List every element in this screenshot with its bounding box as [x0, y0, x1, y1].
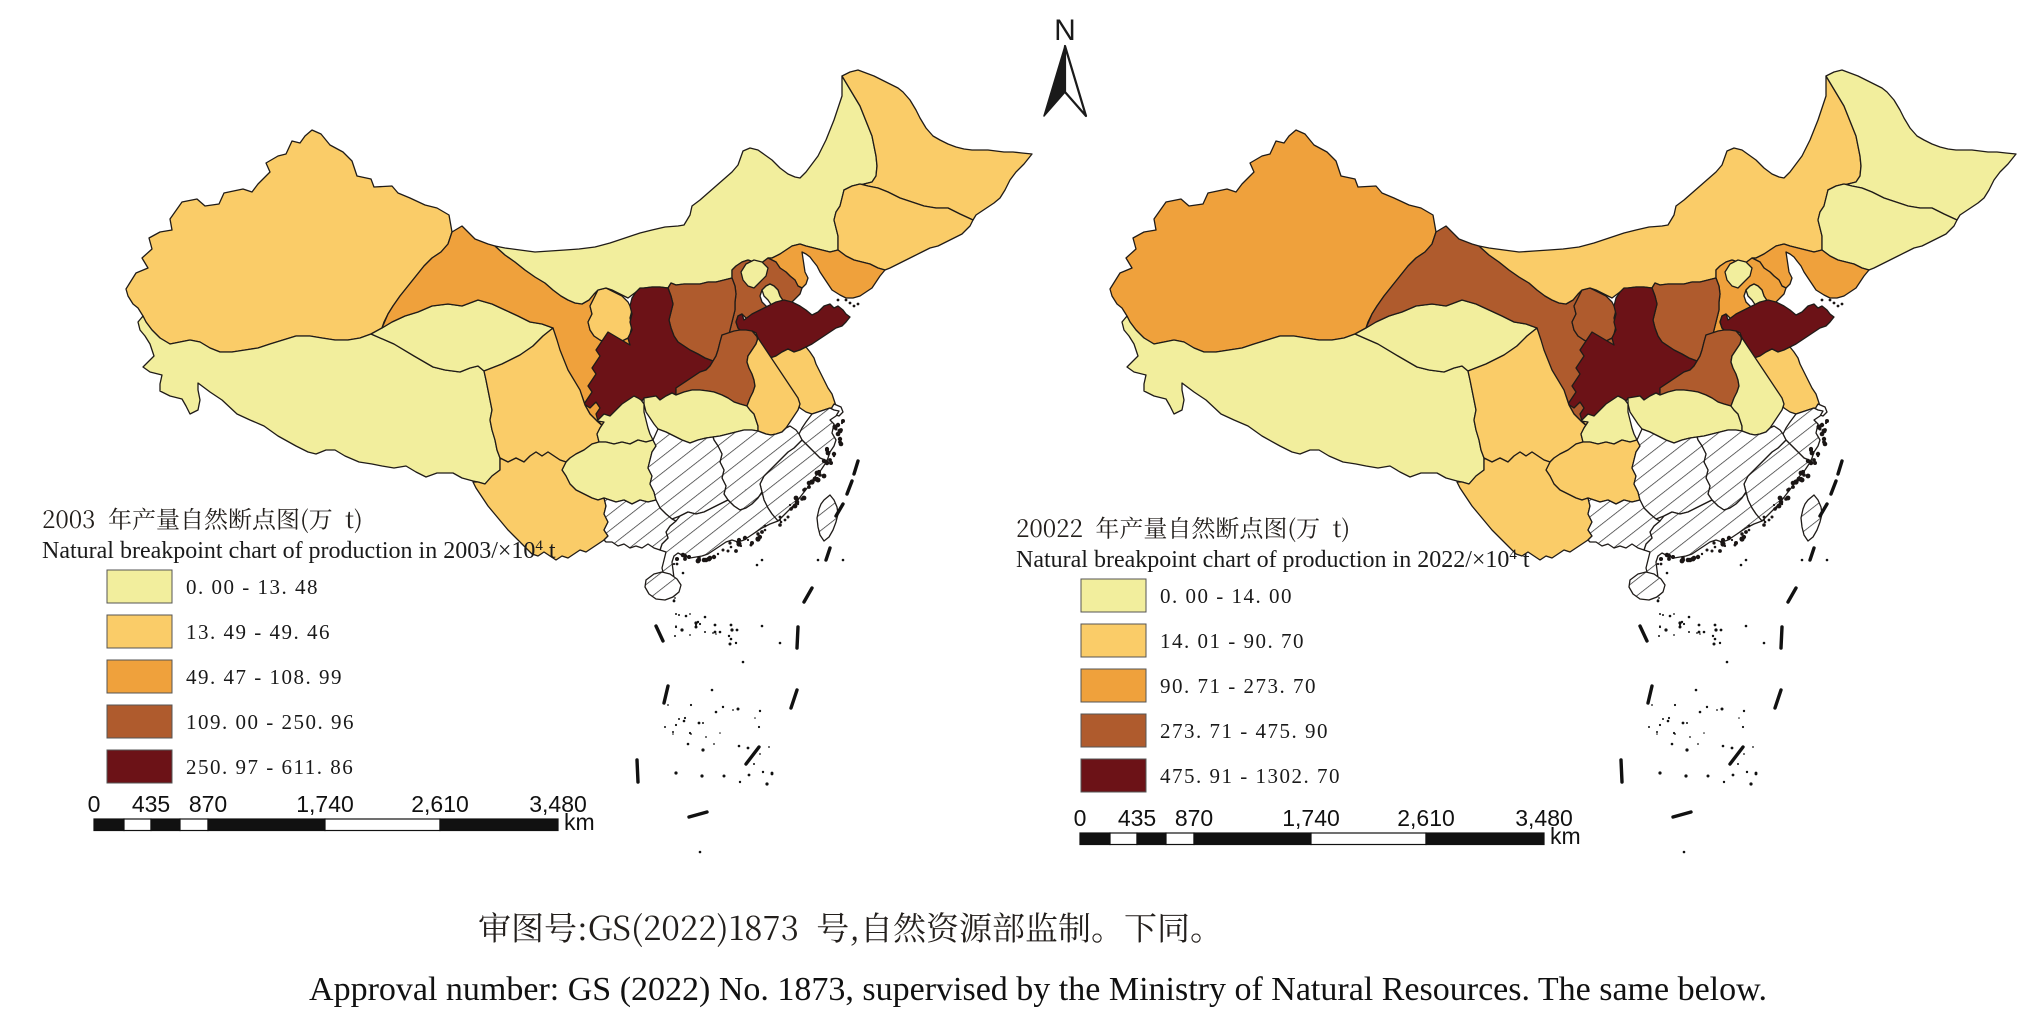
- svg-text:Natural breakpoint chart of pr: Natural breakpoint chart of production i…: [1016, 547, 1530, 573]
- svg-text:273. 71 - 475. 90: 273. 71 - 475. 90: [1160, 719, 1329, 743]
- svg-text:435: 435: [132, 791, 170, 817]
- svg-text:13. 49 - 49. 46: 13. 49 - 49. 46: [186, 620, 331, 644]
- svg-text:0. 00 - 13. 48: 0. 00 - 13. 48: [186, 575, 319, 599]
- svg-text:475. 91 - 1302. 70: 475. 91 - 1302. 70: [1160, 764, 1341, 788]
- svg-text:0. 00 - 14. 00: 0. 00 - 14. 00: [1160, 584, 1293, 608]
- svg-text:14. 01 - 90. 70: 14. 01 - 90. 70: [1160, 629, 1305, 653]
- svg-text:3,480: 3,480: [529, 791, 587, 817]
- svg-text:2,610: 2,610: [411, 791, 469, 817]
- svg-text:3,480: 3,480: [1515, 805, 1573, 831]
- svg-text:Approval number: GS (2022) No.: Approval number: GS (2022) No. 1873, sup…: [309, 971, 1767, 1008]
- svg-text:1,740: 1,740: [296, 791, 354, 817]
- svg-text:870: 870: [189, 791, 227, 817]
- svg-text:0: 0: [1074, 805, 1087, 831]
- svg-text:49. 47 - 108. 99: 49. 47 - 108. 99: [186, 665, 343, 689]
- svg-text:N: N: [1054, 14, 1076, 47]
- svg-text:1,740: 1,740: [1282, 805, 1340, 831]
- svg-text:250. 97 - 611. 86: 250. 97 - 611. 86: [186, 755, 354, 779]
- svg-text:km: km: [564, 809, 595, 835]
- svg-text:Natural breakpoint chart of pr: Natural breakpoint chart of production i…: [42, 538, 556, 564]
- svg-text:90. 71 - 273. 70: 90. 71 - 273. 70: [1160, 674, 1317, 698]
- svg-text:0: 0: [88, 791, 101, 817]
- svg-text:2,610: 2,610: [1397, 805, 1455, 831]
- svg-text:km: km: [1550, 823, 1581, 849]
- svg-text:435: 435: [1118, 805, 1156, 831]
- svg-text:870: 870: [1175, 805, 1213, 831]
- svg-text:109. 00 - 250. 96: 109. 00 - 250. 96: [186, 710, 355, 734]
